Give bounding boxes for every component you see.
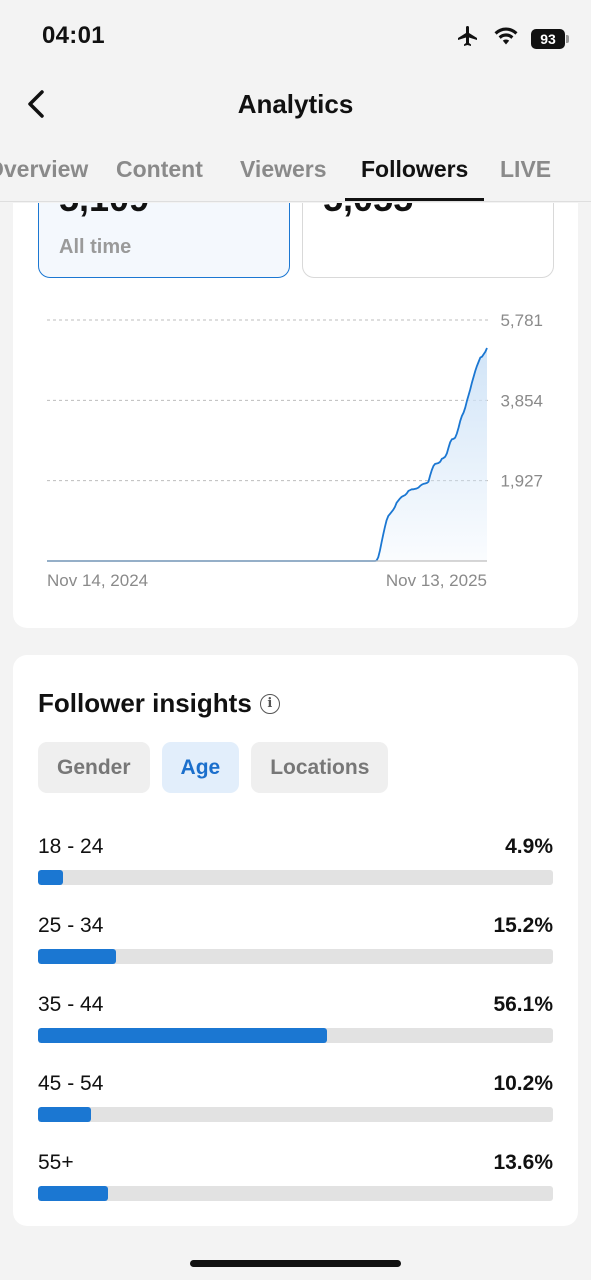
page-title: Analytics	[237, 89, 354, 119]
age-row-25-34: 25 - 34 15.2%	[38, 914, 553, 974]
chip-gender[interactable]: Gender	[38, 742, 150, 793]
status-bar: 04:01 93	[0, 0, 591, 70]
y-tick-label: 3,854	[500, 391, 543, 410]
y-tick-label: 5,781	[500, 311, 543, 330]
followers-chart-card: 5,109 All time 5,055 5,781 3,854 1,927 Nov…	[13, 203, 578, 628]
age-bar-fill	[38, 1186, 109, 1201]
age-label: 35 - 44	[38, 993, 104, 1016]
age-percent: 13.6%	[493, 1151, 553, 1174]
age-label: 55+	[38, 1151, 74, 1174]
followers-line-chart: 5,781 3,854 1,927 Nov 14, 2024 Nov 13, 202…	[47, 311, 543, 590]
age-label: 18 - 24	[38, 835, 104, 858]
stat-label: All time	[59, 236, 132, 258]
stat-value: 5,055	[323, 203, 413, 220]
x-tick-start: Nov 14, 2024	[47, 571, 148, 590]
age-bar-fill	[38, 1107, 91, 1122]
chevron-left-icon	[28, 90, 44, 118]
age-bar-fill	[38, 870, 64, 885]
stat-value: 5,109	[59, 203, 149, 220]
home-indicator	[190, 1260, 401, 1267]
chip-age[interactable]: Age	[161, 742, 240, 793]
tab-viewers[interactable]: Viewers	[240, 156, 327, 182]
status-time: 04:01	[42, 22, 105, 49]
age-percent: 15.2%	[493, 914, 553, 937]
age-percent: 4.9%	[505, 835, 553, 858]
age-row-55-plus: 55+ 13.6%	[38, 1151, 553, 1211]
active-tab-indicator	[345, 198, 484, 201]
info-icon[interactable]: i	[259, 693, 280, 714]
y-tick-label: 1,927	[500, 472, 543, 491]
tab-bar: Overview Content Viewers Followers LIVE	[0, 138, 591, 202]
tab-live[interactable]: LIVE	[500, 156, 552, 182]
age-row-45-54: 45 - 54 10.2%	[38, 1072, 553, 1132]
header: Analytics	[0, 70, 591, 138]
wifi-icon	[493, 25, 519, 52]
battery-icon: 93	[531, 28, 569, 49]
chart-area-fill	[47, 348, 487, 561]
insights-title: Follower insights	[38, 688, 252, 718]
tab-followers[interactable]: Followers	[361, 156, 469, 182]
stat-card-all-time[interactable]: 5,109 All time	[38, 203, 290, 278]
age-percent: 56.1%	[493, 993, 553, 1016]
age-bar-track	[38, 949, 553, 964]
x-tick-end: Nov 13, 2025	[386, 571, 487, 590]
age-bar-fill	[38, 1028, 327, 1043]
age-bar-track	[38, 1186, 553, 1201]
age-percent: 10.2%	[493, 1072, 553, 1095]
tab-content[interactable]: Content	[116, 156, 203, 182]
insights-filter-chips: Gender Age Locations	[38, 742, 389, 793]
age-bar-track	[38, 870, 553, 885]
follower-insights-card: Follower insights i Gender Age Locations…	[13, 655, 578, 1226]
age-bar-fill	[38, 949, 117, 964]
age-bar-track	[38, 1028, 553, 1043]
age-label: 45 - 54	[38, 1072, 104, 1095]
back-button[interactable]	[18, 84, 54, 124]
age-bar-track	[38, 1107, 553, 1122]
chip-locations[interactable]: Locations	[251, 742, 389, 793]
age-label: 25 - 34	[38, 914, 104, 937]
stat-card-secondary[interactable]: 5,055	[302, 203, 554, 278]
insights-heading: Follower insights i	[38, 688, 280, 719]
airplane-icon	[455, 24, 481, 53]
status-icons: 93	[455, 24, 569, 53]
age-row-18-24: 18 - 24 4.9%	[38, 835, 553, 895]
tab-overview[interactable]: Overview	[0, 156, 89, 182]
age-row-35-44: 35 - 44 56.1%	[38, 993, 553, 1053]
